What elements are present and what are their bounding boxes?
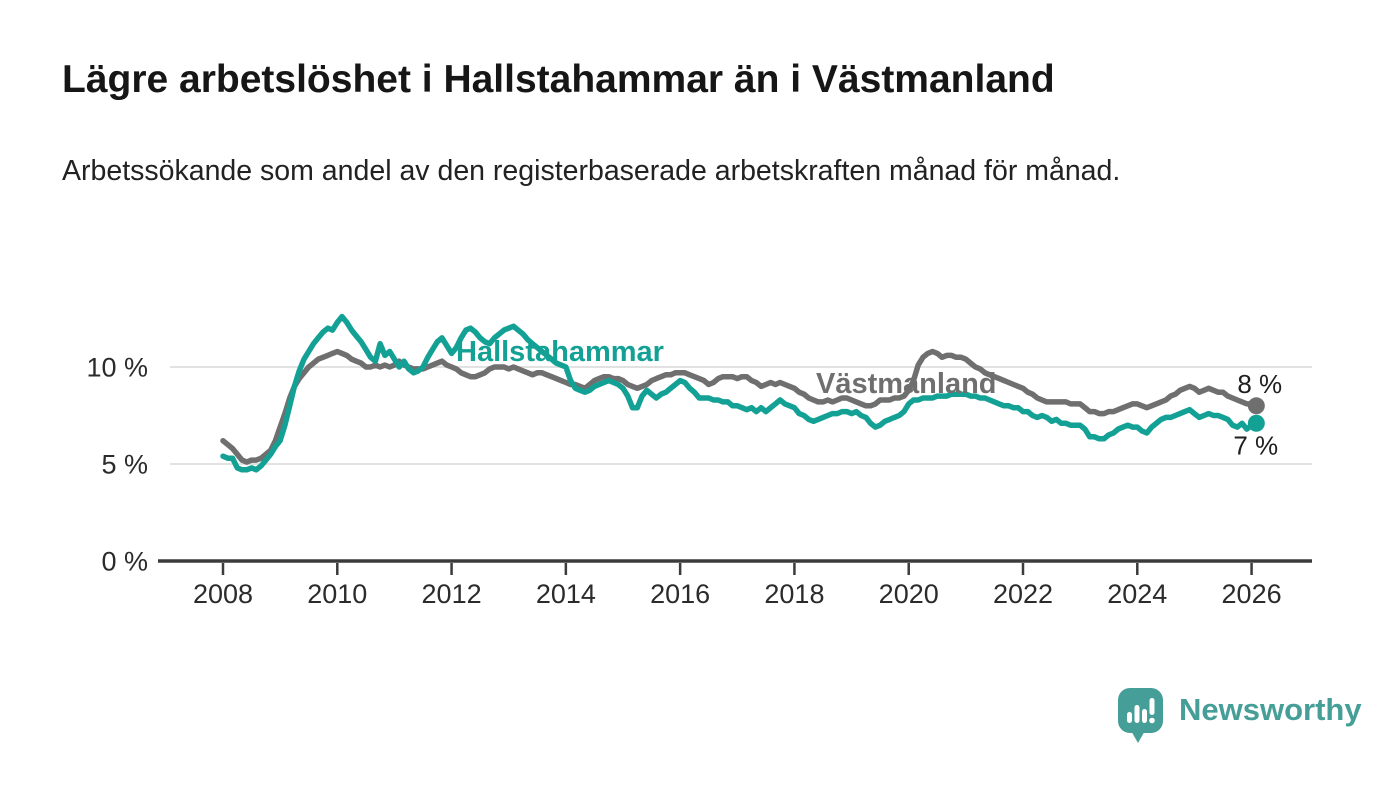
chart-subtitle: Arbetssökande som andel av den registerb… — [62, 155, 1121, 187]
brand-footer: Newsworthy — [1117, 686, 1362, 746]
brand-name: Newsworthy — [1179, 692, 1362, 727]
x-tick-label-2018: 2018 — [764, 579, 824, 609]
series-line-hallstahammar — [220, 313, 1260, 473]
x-tick-label-2014: 2014 — [536, 579, 596, 609]
x-tick-label-2012: 2012 — [422, 579, 482, 609]
y-tick-label-0: 0 % — [101, 547, 148, 577]
series-end-dot-hallstahammar — [1247, 414, 1265, 432]
x-tick-label-2022: 2022 — [993, 579, 1053, 609]
x-tick-label-2008: 2008 — [193, 579, 253, 609]
chart-title: Lägre arbetslöshet i Hallstahammar än i … — [62, 58, 1055, 101]
x-tick-label-2020: 2020 — [879, 579, 939, 609]
x-tick-label-2010: 2010 — [307, 579, 367, 609]
end-value-label-hallstahammar: 7 % — [1233, 430, 1278, 460]
series-label-v-stmanland: Västmanland — [816, 368, 997, 400]
y-tick-label-10: 10 % — [86, 353, 148, 383]
x-tick-label-2016: 2016 — [650, 579, 710, 609]
series-end-dot-v-stmanland — [1247, 397, 1265, 415]
x-tick-label-2024: 2024 — [1107, 579, 1167, 609]
newsworthy-logo-icon — [1118, 688, 1163, 743]
y-tick-label-5: 5 % — [101, 450, 148, 480]
end-value-label-v-stmanland: 8 % — [1237, 369, 1282, 399]
series-label-hallstahammar: Hallstahammar — [456, 336, 664, 368]
x-tick-label-2026: 2026 — [1222, 579, 1282, 609]
